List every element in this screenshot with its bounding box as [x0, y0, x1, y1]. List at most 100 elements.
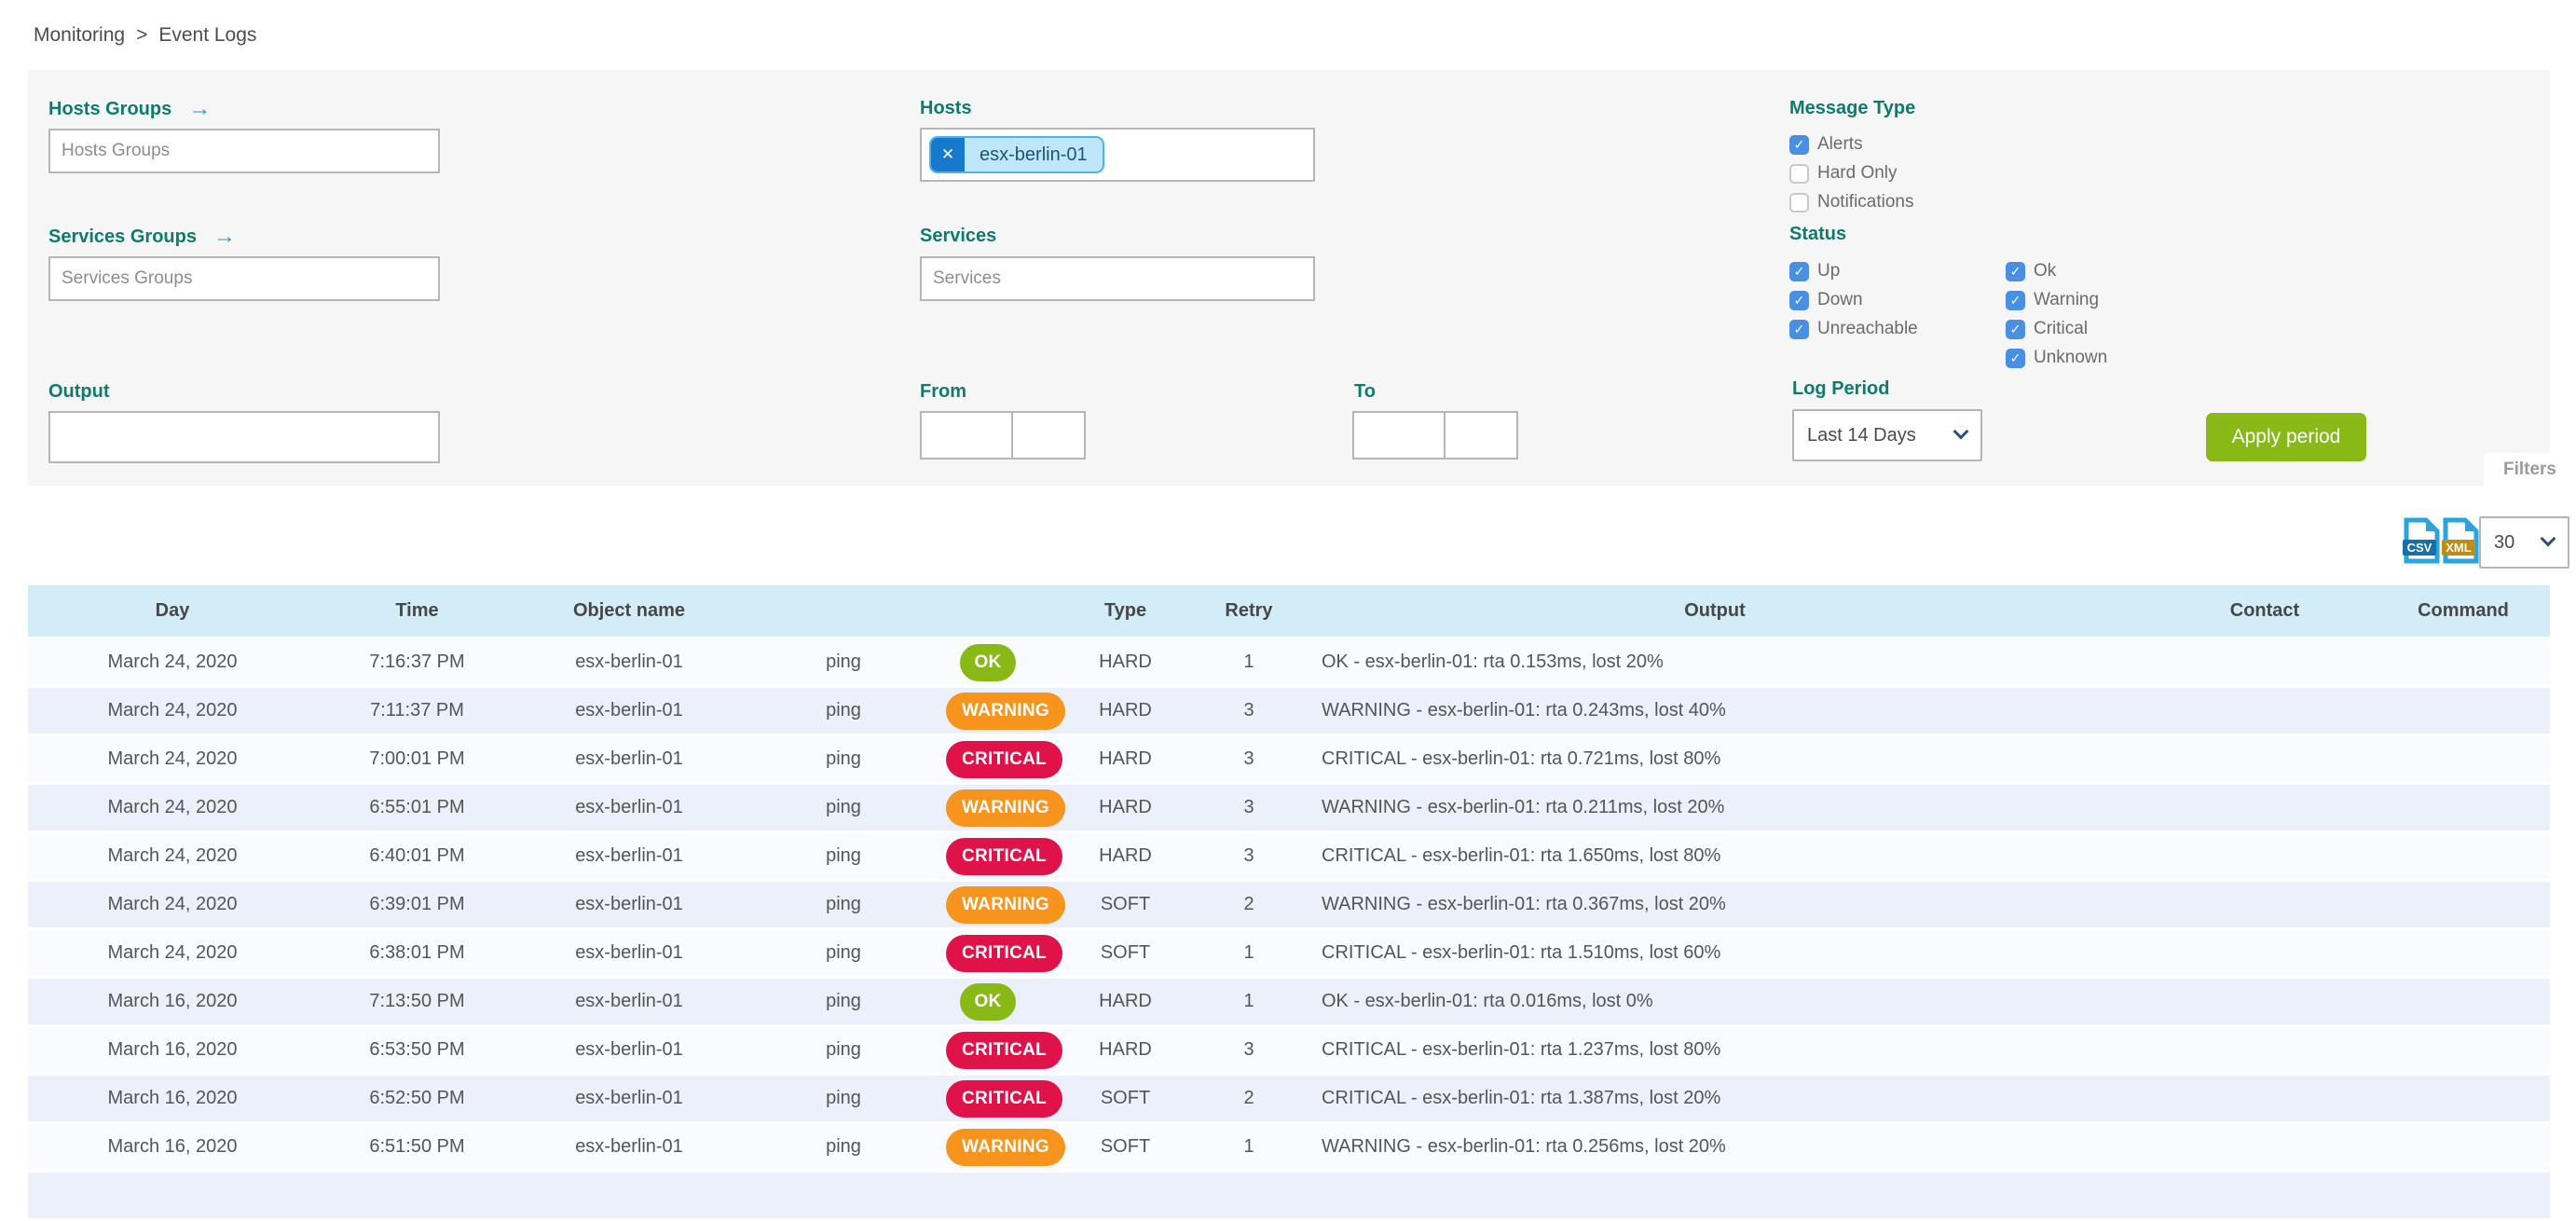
- checkbox[interactable]: ✓: [1789, 290, 1809, 310]
- cell-day: March 16, 2020: [107, 991, 238, 1011]
- cell-day: March 24, 2020: [107, 845, 238, 866]
- services-groups-arrow-icon[interactable]: →: [212, 224, 236, 249]
- checkbox[interactable]: ✓: [1789, 134, 1809, 155]
- checkbox[interactable]: ✓: [2006, 319, 2025, 339]
- cell-object-name: esx-berlin-01: [575, 700, 683, 720]
- cell-status: CRITICAL: [946, 1031, 1063, 1069]
- column-header-contact[interactable]: Contact: [2229, 600, 2300, 621]
- services-label-text: Services: [920, 226, 997, 246]
- cell-output: OK - esx-berlin-01: rta 0.153ms, lost 20…: [1322, 652, 1664, 672]
- table-row: March 24, 2020 6:39:01 PM esx-berlin-01 …: [28, 882, 2550, 930]
- cell-day: March 16, 2020: [107, 1088, 238, 1108]
- checkbox[interactable]: ✓: [2006, 348, 2025, 368]
- log-period-select[interactable]: Last 14 Days: [1792, 409, 1982, 461]
- cell-output: WARNING - esx-berlin-01: rta 0.243ms, lo…: [1322, 700, 1726, 720]
- export-xml-icon[interactable]: XML: [2442, 517, 2479, 564]
- hosts-input[interactable]: ✕ esx-berlin-01: [920, 128, 1315, 182]
- message-type-label: Message Type: [1789, 98, 1915, 119]
- from-date-input[interactable]: [920, 411, 1013, 460]
- column-header-command[interactable]: Command: [2418, 600, 2509, 621]
- to-time-input[interactable]: [1444, 411, 1518, 460]
- cell-day: March 24, 2020: [107, 894, 238, 914]
- cell-retry: 3: [1243, 1039, 1254, 1060]
- cell-output: WARNING - esx-berlin-01: rta 0.256ms, lo…: [1322, 1136, 1726, 1157]
- checkbox-row: ✓ Critical: [2006, 319, 2107, 339]
- column-header-retry[interactable]: Retry: [1225, 600, 1273, 621]
- status-label-text: Status: [1789, 224, 1847, 244]
- cell-type: HARD: [1099, 845, 1152, 866]
- checkbox[interactable]: ✓: [1789, 261, 1809, 281]
- cell-object-name: esx-berlin-01: [575, 845, 683, 866]
- table-row: March 24, 2020 7:16:37 PM esx-berlin-01 …: [28, 639, 2550, 688]
- checkbox-row: ✓ Ok: [2006, 261, 2107, 281]
- cell-output: CRITICAL - esx-berlin-01: rta 1.510ms, l…: [1322, 942, 1721, 963]
- cell-time: 6:55:01 PM: [369, 797, 465, 817]
- cell-service: ping: [826, 942, 861, 963]
- checkbox-label: Notifications: [1817, 192, 1914, 212]
- cell-day: March 16, 2020: [107, 1039, 238, 1060]
- cell-day: March 24, 2020: [107, 652, 238, 672]
- cell-object-name: esx-berlin-01: [575, 942, 683, 963]
- cell-time: 6:52:50 PM: [369, 1088, 465, 1108]
- status-badge: WARNING: [946, 885, 1065, 924]
- export-csv-icon[interactable]: CSV: [2403, 517, 2440, 564]
- column-header-output[interactable]: Output: [1684, 600, 1746, 621]
- column-header-type[interactable]: Type: [1103, 600, 1147, 621]
- column-header-day[interactable]: Day: [155, 600, 190, 621]
- cell-time: 7:00:01 PM: [369, 748, 465, 769]
- filter-panel: Hosts Groups → Services Groups → Output …: [28, 70, 2550, 486]
- cell-retry: 2: [1243, 894, 1254, 914]
- cell-status: OK: [946, 982, 1030, 1021]
- cell-time: 6:51:50 PM: [369, 1136, 465, 1157]
- cell-retry: 1: [1243, 1136, 1254, 1157]
- cell-output: CRITICAL - esx-berlin-01: rta 0.721ms, l…: [1322, 748, 1721, 769]
- status-options-service: ✓ Ok ✓ Warning ✓ Critical ✓ Unknown: [2006, 261, 2107, 368]
- checkbox[interactable]: [1789, 192, 1809, 213]
- cell-status: CRITICAL: [946, 934, 1063, 972]
- hosts-label-text: Hosts: [920, 98, 972, 118]
- host-chip: ✕ esx-berlin-01: [929, 136, 1104, 173]
- cell-service: ping: [826, 652, 861, 672]
- column-header-time[interactable]: Time: [395, 600, 439, 621]
- column-header-object-name[interactable]: Object name: [572, 600, 686, 621]
- from-time-input[interactable]: [1011, 411, 1086, 460]
- checkbox[interactable]: ✓: [2006, 290, 2025, 310]
- status-badge: CRITICAL: [946, 934, 1063, 972]
- checkbox-label: Unreachable: [1817, 319, 1918, 338]
- services-groups-input[interactable]: [48, 256, 440, 301]
- cell-status: CRITICAL: [946, 1079, 1063, 1118]
- status-badge: CRITICAL: [946, 740, 1063, 778]
- checkbox[interactable]: [1789, 163, 1809, 184]
- output-input[interactable]: [48, 411, 440, 463]
- apply-period-button[interactable]: Apply period: [2206, 413, 2366, 461]
- page-size-select[interactable]: 30: [2479, 516, 2569, 569]
- svg-text:CSV: CSV: [2407, 541, 2432, 555]
- cell-time: 7:16:37 PM: [369, 652, 465, 672]
- cell-output: CRITICAL - esx-berlin-01: rta 1.387ms, l…: [1322, 1088, 1721, 1108]
- checkbox[interactable]: ✓: [1789, 319, 1809, 339]
- breadcrumb-item-monitoring[interactable]: Monitoring: [34, 24, 126, 46]
- message-type-label-text: Message Type: [1789, 98, 1916, 118]
- log-period-label-text: Log Period: [1792, 378, 1890, 399]
- checkbox-row: ✓ Down: [1789, 290, 1918, 310]
- services-input[interactable]: [920, 256, 1315, 301]
- hosts-groups-label: Hosts Groups →: [48, 98, 211, 120]
- cell-retry: 1: [1243, 991, 1254, 1011]
- hosts-groups-arrow-icon[interactable]: →: [188, 96, 212, 121]
- checkbox[interactable]: ✓: [2006, 261, 2025, 281]
- cell-service: ping: [826, 991, 861, 1011]
- chip-remove-icon[interactable]: ✕: [931, 138, 965, 171]
- filters-tab[interactable]: Filters: [2484, 453, 2576, 487]
- status-badge: CRITICAL: [946, 1031, 1063, 1069]
- hosts-groups-input[interactable]: [48, 129, 440, 173]
- table-row: March 16, 2020 6:51:50 PM esx-berlin-01 …: [28, 1124, 2550, 1173]
- table-row: March 24, 2020 7:11:37 PM esx-berlin-01 …: [28, 688, 2550, 736]
- status-badge: CRITICAL: [946, 837, 1063, 875]
- checkbox-label: Down: [1817, 290, 1863, 309]
- breadcrumb-separator: >: [136, 24, 148, 46]
- event-log-table: Day Time Object name Type Retry Output C…: [28, 585, 2550, 1221]
- to-fields: [1352, 411, 1518, 460]
- table-row: March 24, 2020 7:00:01 PM esx-berlin-01 …: [28, 736, 2550, 785]
- to-date-input[interactable]: [1352, 411, 1446, 460]
- cell-status: OK: [946, 643, 1030, 681]
